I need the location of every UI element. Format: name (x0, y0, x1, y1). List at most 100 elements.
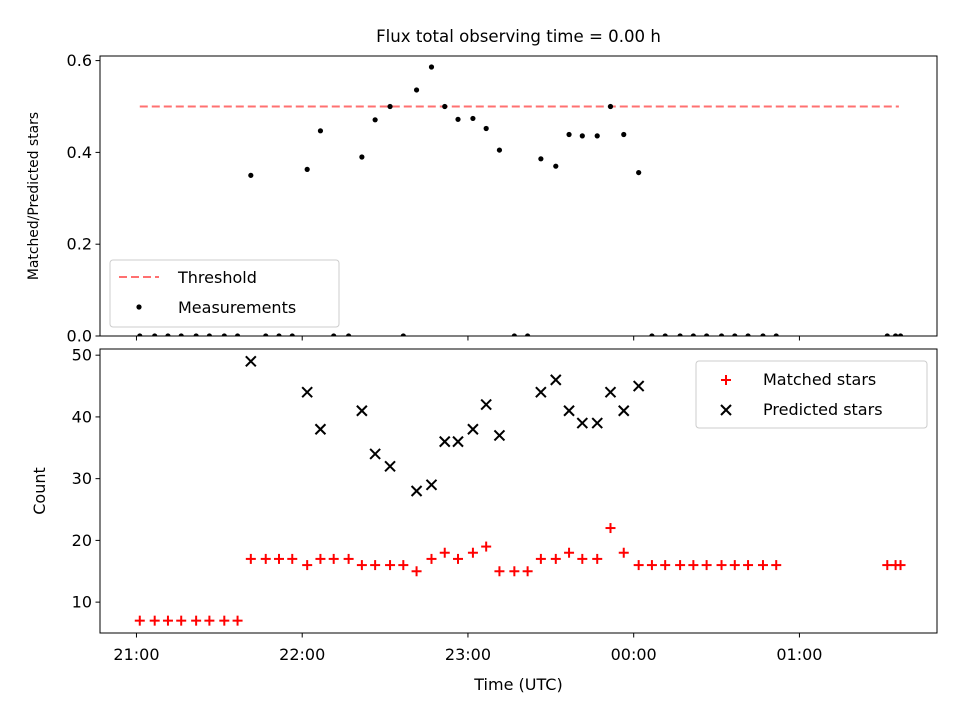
legend-threshold-label: Threshold (177, 268, 257, 287)
matched-star-point (771, 560, 782, 571)
count-y-label: Count (30, 467, 49, 515)
y-tick-label: 20 (72, 531, 92, 550)
matched-star-point (509, 566, 520, 577)
matched-star-point (522, 566, 533, 577)
measurement-point (193, 333, 199, 336)
legend-predicted-swatch (720, 404, 732, 416)
matched-star-point (162, 615, 173, 626)
count-plot-area (134, 355, 906, 626)
measurement-point (317, 128, 324, 134)
matched-star-point (895, 560, 906, 571)
y-tick-label: 50 (72, 346, 92, 365)
measurement-point (400, 333, 406, 336)
measurement-point (359, 154, 365, 160)
matched-star-point (426, 553, 437, 564)
y-tick-label: 30 (72, 469, 92, 488)
predicted-star-point (467, 423, 479, 435)
matched-star-point (729, 560, 740, 571)
ratio-plot-area (137, 64, 904, 336)
matched-star-point (535, 553, 546, 564)
measurement-point (304, 166, 310, 172)
matched-star-point (315, 553, 326, 564)
y-tick-label: 10 (72, 593, 92, 612)
predicted-star-point (356, 405, 368, 417)
matched-star-point (577, 553, 588, 564)
matched-star-point (660, 560, 671, 571)
measurement-point (636, 169, 642, 176)
measurement-point (442, 103, 448, 110)
matched-star-point (481, 541, 492, 552)
predicted-star-point (369, 448, 381, 460)
measurement-point (690, 333, 696, 336)
matched-star-point (260, 553, 271, 564)
measurement-point (372, 117, 378, 123)
count-panel: 10 20 30 40 50 21:00 22:00 23:00 00:00 01:00 Coun… (30, 346, 938, 694)
legend-predicted-label: Predicted stars (763, 400, 883, 419)
matched-star-point (716, 560, 727, 571)
measurement-point (483, 125, 489, 132)
measurement-point (760, 333, 766, 336)
plot-marks-1 (134, 355, 906, 626)
matched-star-point (302, 560, 313, 571)
measurement-point (718, 333, 725, 336)
predicted-star-point (576, 417, 589, 429)
predicted-star-point (301, 386, 313, 398)
x-tick-label: 21:00 (113, 645, 159, 664)
matched-star-point (274, 553, 285, 564)
x-tick-label: 23:00 (445, 645, 491, 664)
matched-star-point (370, 560, 381, 571)
matched-star-point (398, 560, 409, 571)
measurement-point (677, 333, 683, 336)
measurement-point (745, 333, 751, 336)
measurement-point (566, 131, 572, 138)
measurement-point (152, 333, 158, 336)
matched-star-point (646, 560, 657, 571)
measurement-point (553, 163, 559, 169)
matched-star-point (592, 553, 603, 564)
y-tick-label: 40 (72, 407, 92, 426)
count-axis-ticks: 10 20 30 40 50 21:00 22:00 23:00 00:00 01:00 (72, 346, 823, 664)
legend-matched-label: Matched stars (763, 370, 876, 389)
predicted-star-point (535, 386, 547, 398)
matched-star-point (134, 615, 145, 626)
matched-star-point (232, 615, 243, 626)
matched-star-point (701, 560, 712, 571)
predicted-star-point (618, 405, 630, 417)
predicted-star-point (591, 417, 603, 429)
matched-star-point (191, 615, 202, 626)
measurement-point (263, 333, 269, 336)
matched-star-point (633, 560, 644, 571)
measurement-point (662, 333, 668, 336)
measurement-point (884, 333, 890, 336)
measurement-point (511, 333, 517, 336)
x-axis-label: Time (UTC) (473, 675, 562, 694)
predicted-star-point (452, 435, 464, 448)
measurement-point (525, 333, 531, 336)
measurement-point (206, 333, 212, 336)
x-tick-label: 00:00 (611, 645, 657, 664)
matched-star-point (494, 566, 505, 577)
ratio-y-ticks: 0.0 0.2 0.4 0.6 (67, 51, 800, 346)
measurement-point (773, 333, 779, 336)
measurement-point (732, 333, 738, 336)
matched-star-point (618, 547, 629, 558)
measurement-point (607, 103, 614, 110)
measurement-point (178, 333, 184, 336)
predicted-star-point (604, 386, 617, 398)
measurement-point (704, 333, 710, 336)
matched-star-point (757, 560, 768, 571)
matched-star-point (688, 560, 699, 571)
matched-star-point (356, 560, 367, 571)
matched-star-point (176, 615, 187, 626)
predicted-star-point (425, 479, 438, 491)
measurement-point (221, 333, 227, 336)
y-tick-label: 0.6 (67, 51, 92, 70)
measurement-point (248, 172, 254, 178)
matched-star-point (453, 553, 464, 564)
predicted-star-point (493, 429, 506, 442)
measurement-point (649, 333, 655, 336)
matched-star-point (411, 566, 422, 577)
predicted-star-point (410, 485, 423, 497)
legend-matched-swatch (721, 375, 731, 385)
